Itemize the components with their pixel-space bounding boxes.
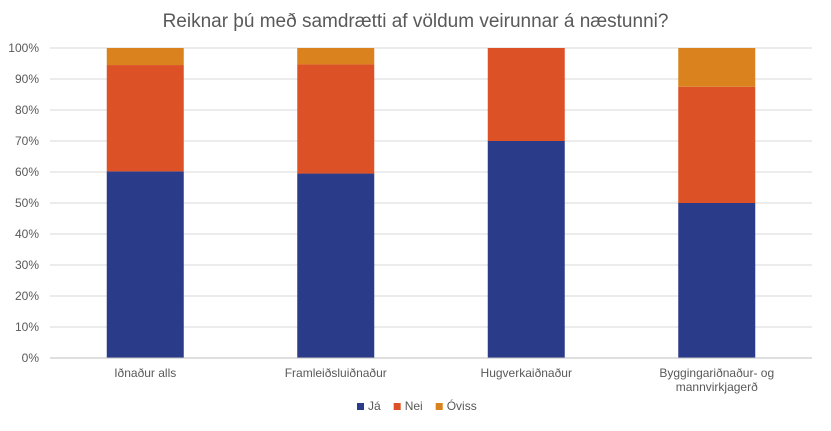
bars — [106, 48, 756, 358]
y-axis: 0% 10% 20% 30% 40% 50% 60% 70% 80% 90% 100% — [8, 41, 39, 365]
bar-segment — [487, 141, 565, 358]
y-tick-label: 50% — [15, 196, 39, 210]
bar-segment — [678, 48, 756, 87]
bar-segment — [106, 65, 184, 172]
legend-swatch — [393, 403, 401, 410]
x-tick-label: Hugverkaiðnaður — [481, 366, 572, 380]
y-tick-label: 80% — [15, 103, 39, 117]
x-axis: Iðnaður alls Framleiðsluiðnaður Hugverkaið… — [50, 357, 812, 394]
x-tick-label: Framleiðsluiðnaður — [285, 366, 387, 380]
bar-segment — [297, 173, 375, 358]
bar-segment — [678, 203, 756, 358]
y-tick-label: 70% — [15, 134, 39, 148]
y-tick-label: 30% — [15, 258, 39, 272]
x-tick-label: mannvirkjagerð — [676, 380, 758, 394]
bar-segment — [678, 86, 756, 203]
bar-segment — [487, 48, 565, 141]
x-tick-label: Byggingariðnaður- og — [659, 366, 774, 380]
legend-label: Já — [368, 399, 381, 413]
y-tick-label: 90% — [15, 72, 39, 86]
x-tick-label: Iðnaður alls — [114, 366, 176, 380]
legend-label: Óviss — [447, 398, 477, 413]
y-tick-label: 20% — [15, 289, 39, 303]
chart-title: Reiknar þú með samdrætti af völdum veiru… — [163, 11, 669, 32]
y-tick-label: 0% — [22, 351, 40, 365]
y-tick-label: 60% — [15, 165, 39, 179]
y-tick-label: 40% — [15, 227, 39, 241]
legend-swatch — [435, 403, 443, 410]
y-tick-label: 10% — [15, 320, 39, 334]
bar-segment — [297, 64, 375, 174]
bar-segment — [106, 171, 184, 358]
bar-segment — [297, 48, 375, 65]
legend: Já Nei Óviss — [357, 398, 477, 413]
bar-segment — [106, 48, 184, 66]
y-tick-label: 100% — [8, 41, 39, 55]
legend-label: Nei — [405, 399, 423, 413]
legend-swatch — [357, 403, 364, 410]
